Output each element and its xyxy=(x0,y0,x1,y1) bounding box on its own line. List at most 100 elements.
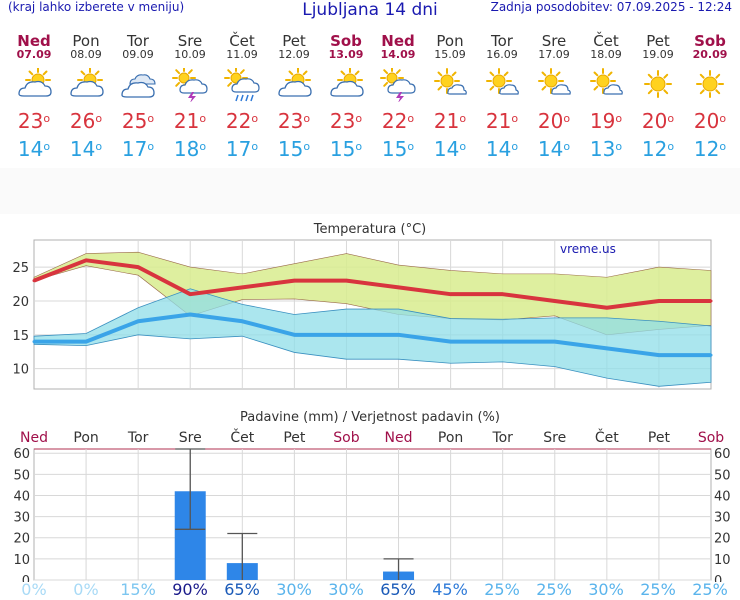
chart-title: Padavine (mm) / Verjetnost padavin (%) xyxy=(240,410,500,425)
day-name: Sre xyxy=(541,32,567,50)
day-name: Pon xyxy=(72,32,100,50)
min-temp-line-point xyxy=(240,319,244,323)
x-tick-label: Sob xyxy=(698,430,724,446)
y-tick-label: 25 xyxy=(12,261,29,276)
day-date: 16.09 xyxy=(486,48,518,61)
precip-probability: 30% xyxy=(276,580,312,599)
max-temp-line-point xyxy=(292,279,296,283)
max-temp: 21o xyxy=(433,109,467,133)
y-tick-label-right: 30 xyxy=(714,511,731,526)
precip-probability: 25% xyxy=(484,580,520,599)
partly-cloudy-icon xyxy=(70,68,104,97)
day-column: Tor 16.09 21o 14o xyxy=(476,33,528,173)
day-column: Sob 13.09 23o 15o xyxy=(320,33,372,173)
location-hint[interactable]: (kraj lahko izberete v meniju) xyxy=(8,0,185,14)
min-temp-line-point xyxy=(709,353,713,357)
min-temp-line-point xyxy=(397,333,401,337)
thunderstorm-icon xyxy=(172,68,208,102)
day-column: Pon 08.09 26o 14o xyxy=(60,33,112,173)
day-date: 11.09 xyxy=(226,48,258,61)
min-temp-line-point xyxy=(136,319,140,323)
x-tick-label: Sre xyxy=(543,430,566,446)
max-temp-line-point xyxy=(501,292,505,296)
min-temp-line-point xyxy=(553,340,557,344)
max-temp-line-point xyxy=(605,306,609,310)
last-updated: Zadnja posodobitev: 07.09.2025 - 12:24 xyxy=(490,0,732,14)
partly-cloudy-icon xyxy=(278,68,312,97)
day-name: Sob xyxy=(330,32,362,50)
min-temp-band xyxy=(33,288,712,387)
y-tick-label: 30 xyxy=(13,511,30,526)
min-temp: 14o xyxy=(537,137,571,161)
day-date: 19.09 xyxy=(642,48,674,61)
precip-probability: 15% xyxy=(120,580,156,599)
min-temp: 14o xyxy=(433,137,467,161)
max-temp: 23o xyxy=(277,109,311,133)
min-temp: 14o xyxy=(17,137,51,161)
max-temp-line-point xyxy=(397,285,401,289)
day-date: 09.09 xyxy=(122,48,154,61)
min-temp-line-point xyxy=(501,340,505,344)
day-name: Pon xyxy=(436,32,464,50)
y-tick-label-right: 60 xyxy=(714,447,731,462)
y-tick-label-right: 40 xyxy=(714,489,731,504)
day-date: 20.09 xyxy=(692,48,728,61)
day-name: Čet xyxy=(229,32,255,50)
y-tick-label: 10 xyxy=(13,553,30,568)
day-name: Čet xyxy=(593,32,619,50)
plot-area xyxy=(33,448,712,581)
precip-probability: 25% xyxy=(640,580,676,599)
x-tick-label: Tor xyxy=(127,430,149,446)
max-temp: 21o xyxy=(173,109,207,133)
precip-probability: 30% xyxy=(328,580,364,599)
day-name: Sob xyxy=(694,32,726,50)
x-tick-label: Ned xyxy=(20,430,48,446)
max-temp: 20o xyxy=(641,109,675,133)
day-column: Sob 20.09 20o 12o xyxy=(684,33,736,173)
precip-probability-row: 0% 0% 15% 90% 65% 30% 30% 65% 45% 25% 25% 30% 25% 25% xyxy=(8,580,736,600)
min-temp: 17o xyxy=(225,137,259,161)
precip-probability: 45% xyxy=(432,580,468,599)
max-temp: 22o xyxy=(381,109,415,133)
min-temp: 13o xyxy=(589,137,623,161)
day-name: Pet xyxy=(282,32,306,50)
y-tick-label: 50 xyxy=(13,468,30,483)
y-tick-label-right: 50 xyxy=(714,468,731,483)
max-temp: 25o xyxy=(121,109,155,133)
day-column: Tor 09.09 25o 17o xyxy=(112,33,164,173)
x-tick-label: Pet xyxy=(648,430,671,446)
rain-icon xyxy=(224,68,260,102)
watermark: vreme.us xyxy=(560,242,616,256)
min-temp-line-point xyxy=(657,353,661,357)
x-tick-label: Čet xyxy=(230,428,254,446)
x-tick-label: Sob xyxy=(333,430,359,446)
thunderstorm-icon xyxy=(380,68,416,102)
max-temp: 19o xyxy=(589,109,623,133)
max-temp-line-point xyxy=(136,265,140,269)
day-name: Sre xyxy=(177,32,203,50)
max-temp-line-point xyxy=(553,299,557,303)
precipitation-chart: Padavine (mm) / Verjetnost padavin (%) Ne… xyxy=(13,410,731,582)
precip-probability: 25% xyxy=(692,580,728,599)
mostly-sunny-icon xyxy=(486,68,519,95)
precip-probability: 25% xyxy=(536,580,572,599)
y-tick-label: 60 xyxy=(13,447,30,462)
precip-probability: 30% xyxy=(588,580,624,599)
min-temp: 18o xyxy=(173,137,207,161)
day-date: 07.09 xyxy=(16,48,52,61)
day-name: Pet xyxy=(646,32,670,50)
day-name: Tor xyxy=(127,32,149,50)
separator-band xyxy=(0,168,740,214)
precip-probability: 65% xyxy=(380,580,416,599)
day-name: Ned xyxy=(381,32,415,50)
max-temp-line-point xyxy=(240,285,244,289)
y-tick-label-right: 20 xyxy=(714,532,731,547)
max-temp-line-point xyxy=(344,279,348,283)
x-tick-label: Čet xyxy=(595,428,619,446)
day-column: Ned 14.09 22o 15o xyxy=(372,33,424,173)
y-tick-label: 40 xyxy=(13,489,30,504)
day-date: 10.09 xyxy=(174,48,206,61)
max-temp-line-point xyxy=(449,292,453,296)
temperature-chart: Temperatura (°C) 10 15 20 25 vreme.us xyxy=(12,222,713,390)
max-temp-line-point xyxy=(32,279,36,283)
